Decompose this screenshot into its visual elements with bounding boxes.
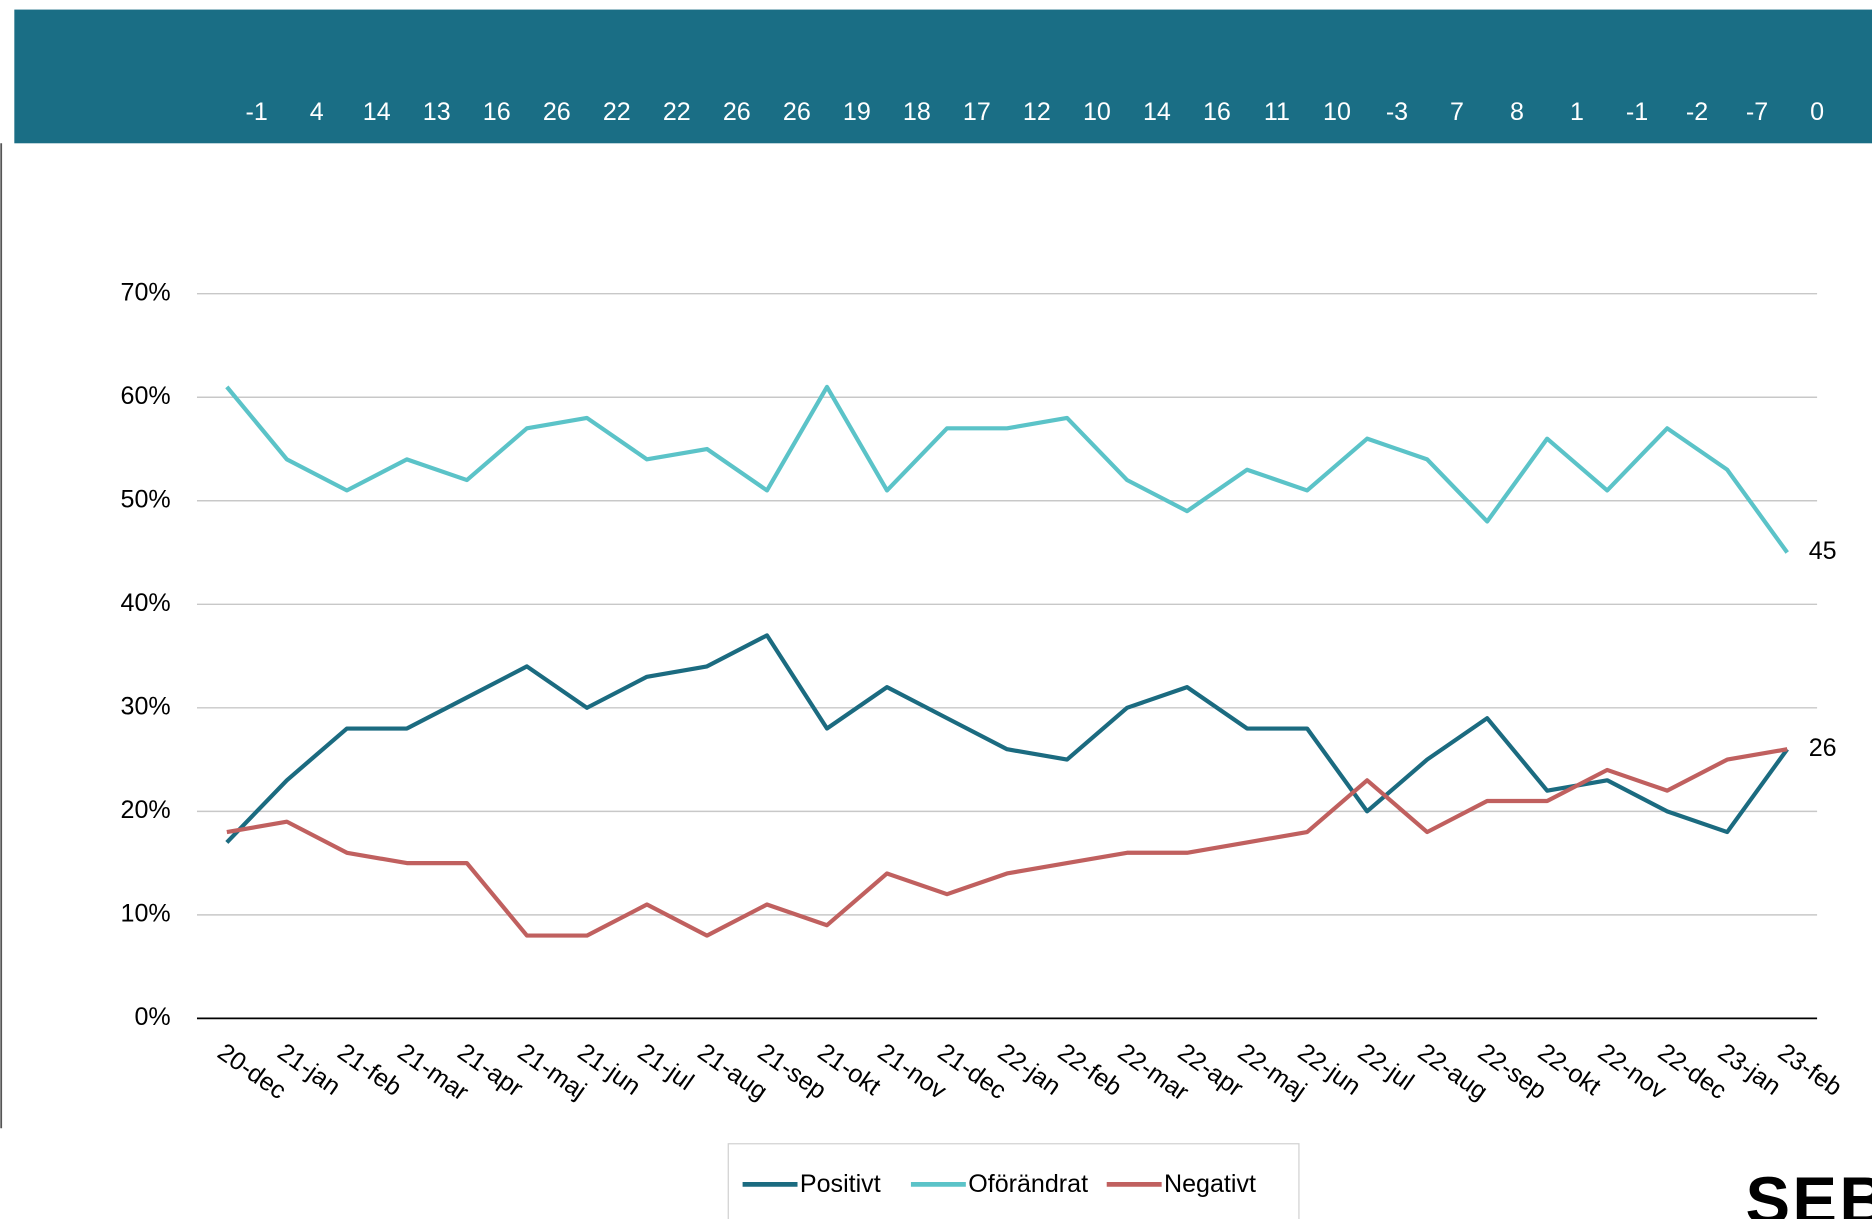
header-value: 18 — [903, 98, 931, 126]
header-value: 16 — [1203, 98, 1231, 126]
y-tick-label: 60% — [121, 382, 171, 410]
series-line — [225, 633, 1789, 844]
header-value: 12 — [1023, 98, 1051, 126]
header-value: 26 — [723, 98, 751, 126]
series-line — [226, 747, 1788, 938]
legend-label: Negativt — [1164, 1170, 1256, 1198]
header-value: -2 — [1686, 98, 1708, 126]
end-label: 26 — [1809, 734, 1837, 762]
legend-label: Positivt — [800, 1170, 881, 1198]
header-value: 19 — [843, 98, 871, 126]
y-tick-label: 0% — [134, 1003, 170, 1031]
series-line — [225, 384, 1789, 554]
header-value: 7 — [1450, 98, 1464, 126]
y-tick-label: 30% — [121, 692, 171, 720]
header-value: 22 — [663, 98, 691, 126]
y-tick-label: 50% — [121, 485, 171, 513]
header-value: -3 — [1386, 98, 1408, 126]
header-value: 26 — [543, 98, 571, 126]
header-value: 1 — [1570, 98, 1584, 126]
header-value: 14 — [363, 98, 391, 126]
header-value: 13 — [423, 98, 451, 126]
y-tick-label: 20% — [121, 796, 171, 824]
y-tick-label: 10% — [121, 900, 171, 928]
y-tick-label: 40% — [121, 589, 171, 617]
header-value: -1 — [246, 98, 268, 126]
header-value: 26 — [783, 98, 811, 126]
end-label: 45 — [1809, 537, 1837, 565]
header-value: 17 — [963, 98, 991, 126]
header-value: 11 — [1264, 98, 1290, 126]
header-value: 0 — [1810, 98, 1824, 126]
header-value: -1 — [1626, 98, 1648, 126]
header-value: 16 — [483, 98, 511, 126]
header-value: 10 — [1083, 98, 1111, 126]
header-band — [14, 9, 1872, 144]
header-value: 14 — [1143, 98, 1171, 126]
header-value: -7 — [1746, 98, 1768, 126]
legend-box — [727, 1143, 1300, 1219]
y-tick-label: 70% — [121, 278, 171, 306]
logo: SEB — [1745, 1163, 1872, 1219]
header-value: 22 — [603, 98, 631, 126]
header-value: 8 — [1510, 98, 1524, 126]
header-value: 10 — [1323, 98, 1351, 126]
header-value: 4 — [310, 98, 324, 126]
legend-label: Oförändrat — [968, 1170, 1088, 1198]
